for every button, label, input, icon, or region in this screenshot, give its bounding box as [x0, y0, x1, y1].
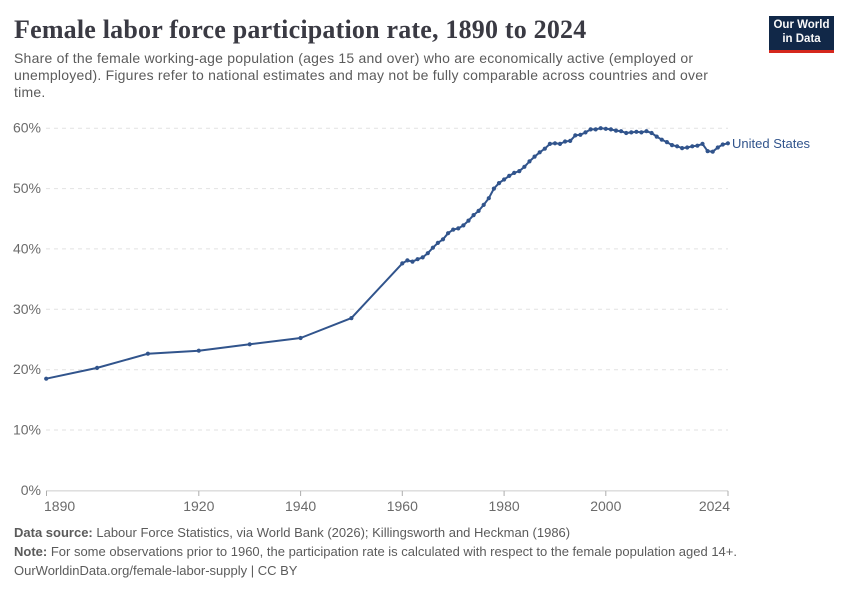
svg-text:60%: 60%	[13, 120, 41, 136]
svg-text:1960: 1960	[387, 498, 418, 514]
svg-text:40%: 40%	[13, 240, 41, 256]
svg-text:20%: 20%	[13, 361, 41, 377]
svg-text:1940: 1940	[285, 498, 316, 514]
svg-text:0%: 0%	[21, 482, 41, 498]
svg-text:1890: 1890	[44, 498, 75, 514]
svg-text:30%: 30%	[13, 301, 41, 317]
svg-text:United States: United States	[732, 136, 811, 151]
svg-text:10%: 10%	[13, 422, 41, 438]
svg-text:1980: 1980	[489, 498, 520, 514]
svg-text:2024: 2024	[699, 498, 730, 514]
svg-text:2000: 2000	[590, 498, 621, 514]
svg-text:1920: 1920	[183, 498, 214, 514]
svg-text:50%: 50%	[13, 180, 41, 196]
